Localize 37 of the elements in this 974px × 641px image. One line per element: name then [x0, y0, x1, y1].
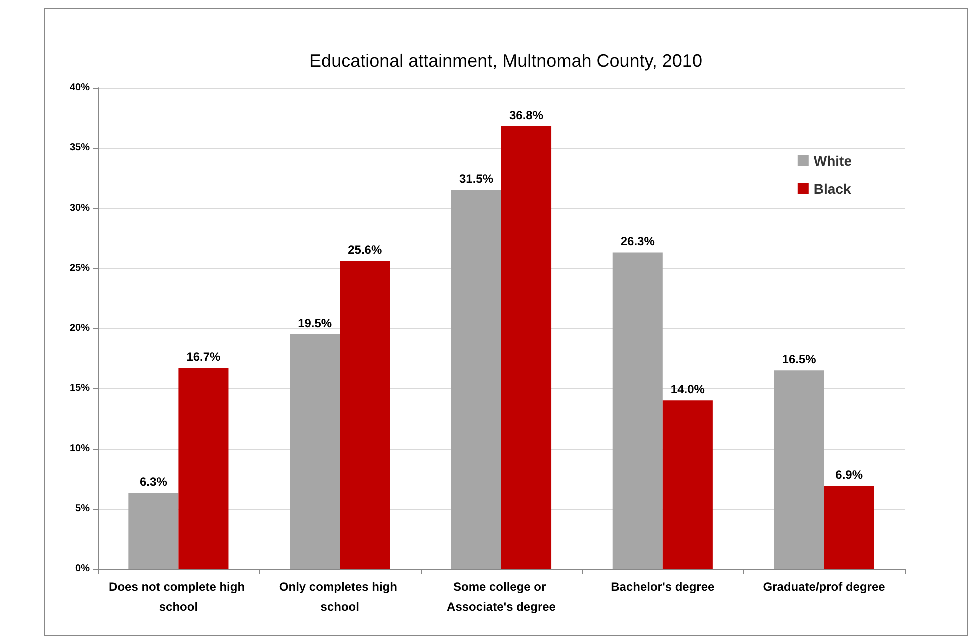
y-tick-label: 10%	[70, 443, 90, 454]
x-tick-label: Only completes high school	[279, 580, 401, 614]
bar	[502, 126, 552, 569]
bar	[451, 190, 502, 569]
y-tick-label: 20%	[70, 323, 90, 334]
y-tick-label: 0%	[76, 564, 90, 574]
chart-title: Educational attainment, Multnomah County, 2010	[310, 51, 702, 71]
data-label: 16.7%	[186, 350, 222, 364]
data-label: 25.6%	[348, 243, 382, 258]
data-label: 6.3%	[140, 475, 168, 490]
data-label: 6.9%	[836, 468, 864, 482]
x-tick-label: Does not complete high school	[109, 580, 248, 614]
y-tick-label: 15%	[70, 383, 90, 394]
legend-label: White	[814, 153, 852, 169]
y-tick-label: 5%	[76, 503, 90, 514]
bar	[340, 261, 390, 569]
y-tick-label: 35%	[70, 142, 90, 154]
bar	[612, 252, 663, 569]
x-tick-label: Graduate/prof degree	[763, 580, 886, 594]
y-tick-label: 30%	[70, 202, 90, 214]
data-label: 19.5%	[298, 316, 332, 331]
bar	[662, 400, 713, 569]
bar	[128, 493, 179, 569]
bar	[178, 368, 229, 569]
y-tick-label: 40%	[70, 82, 90, 94]
bar	[774, 370, 824, 569]
data-label: 26.3%	[620, 234, 656, 249]
data-label: 36.8%	[510, 108, 544, 122]
bar	[290, 334, 340, 569]
bar	[824, 486, 874, 569]
data-label: 14.0%	[670, 382, 706, 397]
legend-label: Black	[814, 181, 852, 197]
x-tick-label: Bachelor's degree	[611, 580, 715, 594]
data-label: 16.5%	[782, 352, 817, 367]
y-tick-label: 25%	[70, 262, 90, 274]
x-tick-label: Some college or Associate's degree	[447, 580, 556, 614]
data-label: 31.5%	[459, 172, 494, 186]
